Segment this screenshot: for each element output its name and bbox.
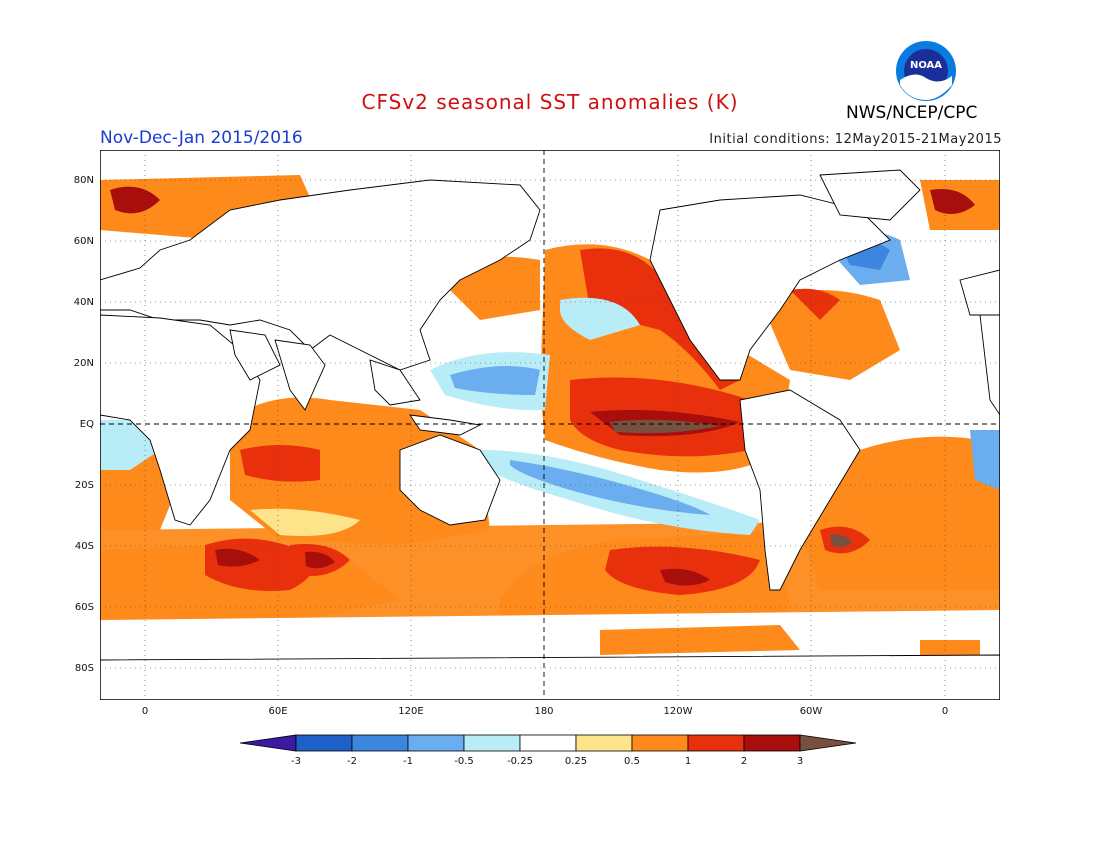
south-america-land bbox=[739, 389, 861, 591]
colorbar-cell bbox=[687, 734, 745, 752]
lon-label-180: 180 bbox=[534, 706, 554, 717]
australia-land bbox=[399, 434, 501, 526]
lat-label-80n: 80N bbox=[73, 175, 94, 186]
forecast-period: Nov-Dec-Jan 2015/2016 bbox=[100, 128, 303, 148]
antarctica-land bbox=[100, 654, 1000, 700]
colorbar-cell bbox=[575, 734, 633, 752]
initial-conditions: Initial conditions: 12May2015-21May2015 bbox=[709, 132, 1002, 147]
colorbar-cell bbox=[519, 734, 577, 752]
lon-label-0-east: 0 bbox=[941, 706, 949, 717]
colorbar-cell bbox=[407, 734, 465, 752]
lon-label-60e: 60E bbox=[268, 706, 288, 717]
sst-anomaly-map bbox=[100, 150, 1000, 700]
colorbar-legend: -3 -2 -1 -0.5 -0.25 0.25 0.5 1 2 3 bbox=[240, 734, 857, 767]
noaa-logo-icon: NOAA bbox=[896, 41, 956, 101]
colorbar-tick-label: 1 bbox=[685, 756, 691, 767]
lon-label-120e: 120E bbox=[398, 706, 424, 717]
colorbar-tick-label: -0.5 bbox=[454, 756, 474, 767]
north-atlantic-warm bbox=[760, 290, 900, 380]
eurasia-land bbox=[100, 179, 541, 371]
colorbar-cell bbox=[351, 734, 409, 752]
map-title: CFSv2 seasonal SST anomalies (K) bbox=[361, 90, 739, 114]
colorbar-tick-label: 0.5 bbox=[624, 756, 640, 767]
colorbar-tick-label: 2 bbox=[741, 756, 747, 767]
agency-label: NWS/NCEP/CPC bbox=[846, 103, 978, 123]
lat-label-80s: 80S bbox=[74, 663, 94, 674]
colorbar-cell bbox=[631, 734, 689, 752]
lat-label-40n: 40N bbox=[73, 297, 94, 308]
lat-label-eq: EQ bbox=[79, 419, 94, 430]
colorbar-cell bbox=[463, 734, 521, 752]
lat-label-60s: 60S bbox=[74, 602, 94, 613]
colorbar-tick-label: 0.25 bbox=[565, 756, 587, 767]
lon-label-60w: 60W bbox=[799, 706, 823, 717]
lat-label-60n: 60N bbox=[73, 236, 94, 247]
colorbar-cell bbox=[295, 734, 353, 752]
lat-label-20s: 20S bbox=[74, 480, 94, 491]
colorbar-cell bbox=[240, 734, 297, 752]
africa-land bbox=[100, 314, 261, 526]
svg-text:NOAA: NOAA bbox=[910, 60, 942, 71]
colorbar-tick-label: -0.25 bbox=[507, 756, 533, 767]
colorbar-cell bbox=[799, 734, 857, 752]
lat-label-20n: 20N bbox=[73, 358, 94, 369]
colorbar-tick-label: 3 bbox=[797, 756, 803, 767]
colorbar-tick-label: -1 bbox=[403, 756, 413, 767]
colorbar-tick-label: -2 bbox=[347, 756, 357, 767]
lon-label-120w: 120W bbox=[663, 706, 693, 717]
lat-label-40s: 40S bbox=[74, 541, 94, 552]
lon-label-0: 0 bbox=[141, 706, 149, 717]
colorbar-cell bbox=[743, 734, 801, 752]
colorbar-tick-label: -3 bbox=[291, 756, 301, 767]
